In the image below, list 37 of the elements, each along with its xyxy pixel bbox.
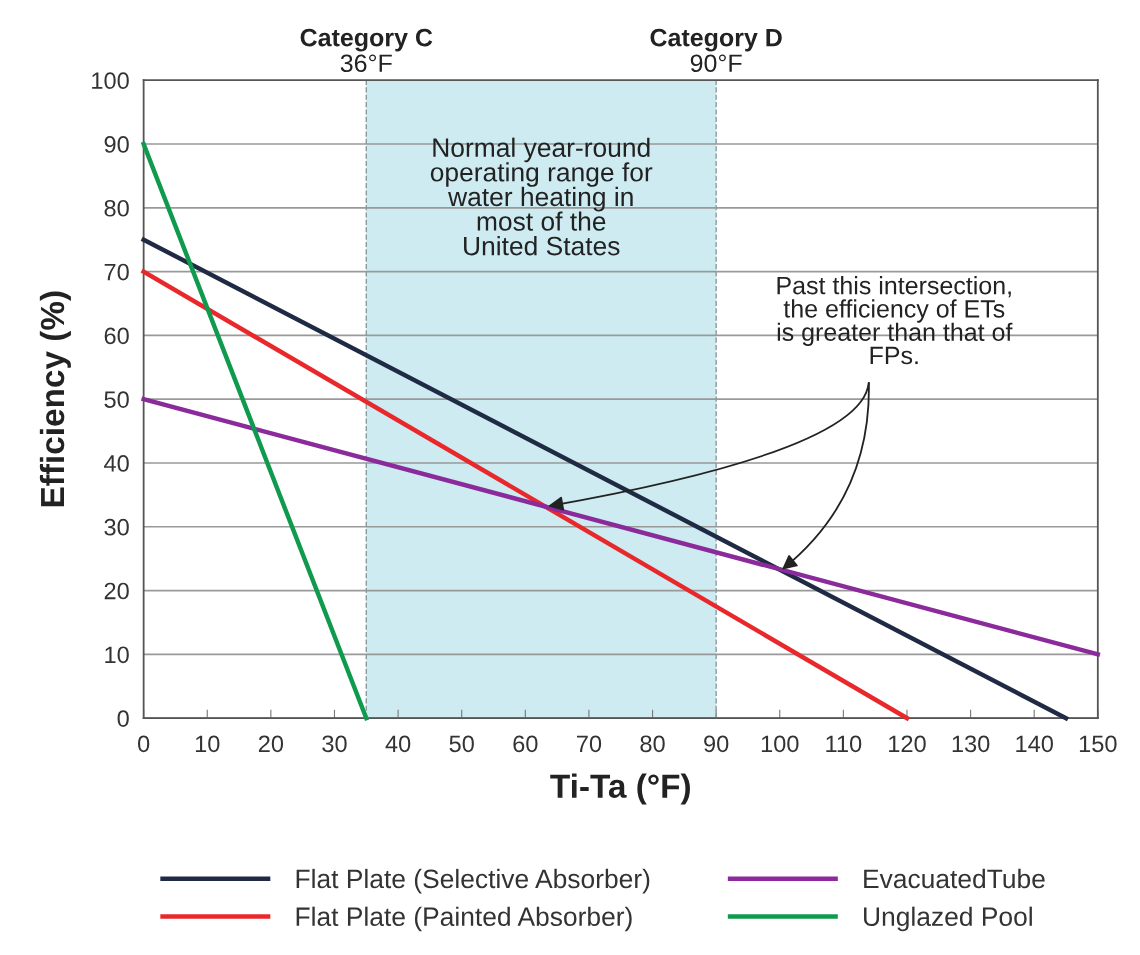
y-tick-label: 30 xyxy=(104,518,129,536)
band-label: Normal year-round operating range for water heating in most of the United States xyxy=(430,137,653,256)
y-tick-label: 70 xyxy=(104,263,129,281)
x-tick-label: 30 xyxy=(322,735,347,753)
x-axis-title: Ti-Ta (°F) xyxy=(550,773,690,805)
legend-label: Flat Plate (Painted Absorber) xyxy=(296,906,632,932)
x-tick-label: 60 xyxy=(513,735,538,753)
x-tick-label: 50 xyxy=(449,735,474,753)
x-tick-label: 10 xyxy=(195,735,220,753)
x-tick-label: 140 xyxy=(1016,735,1053,753)
legend-label: EvacuatedTube xyxy=(864,868,1045,889)
x-tick-label: 100 xyxy=(761,735,799,753)
legend-label: Flat Plate (Selective Absorber) xyxy=(296,868,650,894)
y-tick-label: 80 xyxy=(104,199,129,217)
legend-label: Unglazed Pool xyxy=(864,906,1032,932)
x-tick-label: 20 xyxy=(258,735,284,753)
x-tick-label: 80 xyxy=(640,735,665,753)
annotation: Past this intersection, the efficiency of ETs is greater than that of FPs. xyxy=(777,276,1013,365)
x-tick-label: 110 xyxy=(826,735,862,753)
ref-line-label: Category C 36°F xyxy=(300,28,433,73)
x-tick-label: 40 xyxy=(385,735,411,753)
x-tick-label: 0 xyxy=(138,735,150,753)
ref-line-label: Category D 90°F xyxy=(650,28,782,73)
y-tick-label: 10 xyxy=(105,646,129,664)
y-tick-label: 100 xyxy=(92,72,129,90)
y-tick-label: 40 xyxy=(104,455,129,472)
y-axis-title: Efficiency (%) xyxy=(39,291,71,507)
x-tick-label: 90 xyxy=(704,735,729,753)
y-tick-label: 50 xyxy=(104,391,129,408)
x-tick-label: 130 xyxy=(952,735,990,753)
y-tick-label: 90 xyxy=(104,136,129,153)
x-tick-label: 70 xyxy=(577,735,602,753)
x-tick-label: 120 xyxy=(889,735,926,753)
y-tick-label: 20 xyxy=(104,582,129,600)
y-tick-label: 0 xyxy=(117,710,129,727)
y-tick-label: 60 xyxy=(104,327,129,345)
x-tick-label: 150 xyxy=(1079,735,1117,753)
